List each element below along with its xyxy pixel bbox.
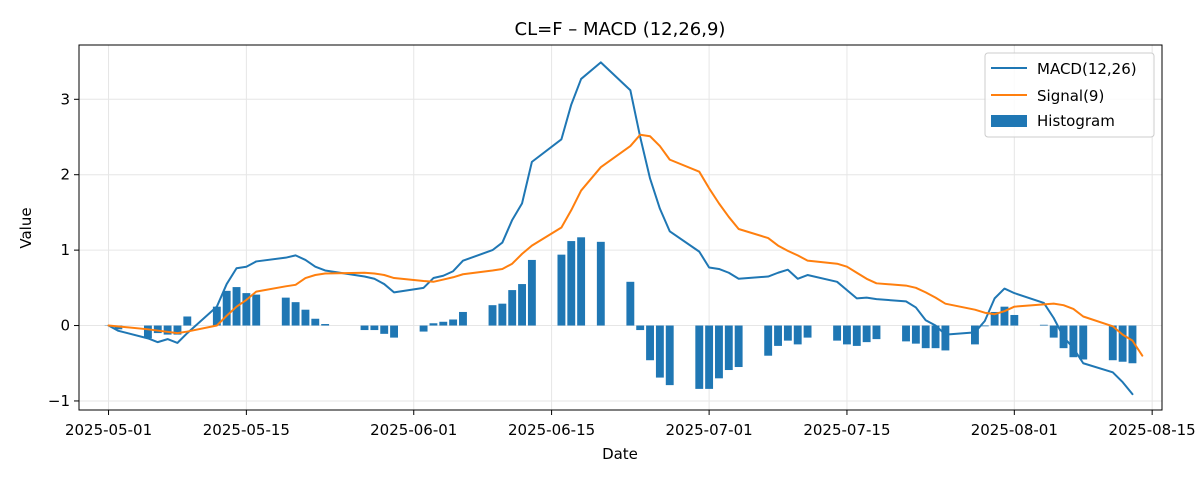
y-axis-ticks: −1 0 1 2 3: [48, 90, 79, 410]
histogram-bar: [843, 325, 851, 345]
histogram-bar: [1079, 325, 1088, 360]
legend-histogram-swatch: [991, 115, 1027, 127]
histogram-bar: [301, 309, 310, 326]
histogram-bar: [655, 325, 664, 378]
histogram-bar: [1000, 306, 1009, 326]
x-tick-label: 2025-07-15: [803, 421, 890, 439]
histogram-bar: [724, 325, 733, 371]
histogram-bar: [1039, 324, 1048, 326]
legend-macd-label: MACD(12,26): [1037, 60, 1137, 78]
histogram-bar: [311, 318, 320, 326]
y-tick-label: 2: [60, 166, 70, 184]
y-tick-label: 1: [60, 241, 70, 259]
histogram-bar: [1010, 314, 1019, 326]
x-tick-label: 2025-07-01: [666, 421, 753, 439]
x-tick-label: 2025-08-01: [971, 421, 1058, 439]
x-tick-label: 2025-06-01: [370, 421, 457, 439]
y-tick-label: 3: [60, 90, 70, 108]
histogram-bar: [1118, 325, 1127, 362]
chart-title: CL=F – MACD (12,26,9): [515, 19, 726, 40]
histogram-bar: [163, 325, 172, 335]
histogram-bar: [833, 325, 842, 341]
histogram-bar: [862, 325, 871, 343]
histogram-bar: [872, 325, 881, 340]
y-tick-label: 0: [60, 317, 70, 335]
histogram-bar: [941, 325, 950, 351]
histogram-bar: [508, 290, 517, 326]
y-axis-label: Value: [17, 207, 35, 248]
histogram-bar: [921, 325, 930, 349]
x-axis-ticks: 2025-05-01 2025-05-15 2025-06-01 2025-06-15…: [65, 410, 1196, 439]
x-tick-label: 2025-05-01: [65, 421, 152, 439]
signal-line: [107, 133, 1144, 357]
histogram-bar: [764, 325, 773, 356]
histogram-bar: [429, 323, 438, 326]
histogram-bar: [212, 306, 221, 326]
line-series: [107, 61, 1144, 396]
histogram-bar: [803, 325, 812, 338]
histogram-bar: [173, 325, 182, 335]
histogram-bar: [498, 303, 507, 326]
macd-line: [107, 61, 1134, 396]
histogram-bar: [715, 325, 723, 379]
histogram-bar: [370, 325, 379, 331]
x-tick-label: 2025-08-15: [1109, 421, 1196, 439]
histogram-bar: [596, 241, 605, 326]
histogram-bar: [222, 290, 231, 326]
histogram-bar: [734, 325, 743, 368]
histogram-bar: [390, 325, 398, 338]
histogram-bar: [527, 259, 536, 326]
histogram-bar: [291, 302, 300, 326]
legend: MACD(12,26) Signal(9) Histogram: [984, 52, 1155, 138]
histogram-bar: [360, 325, 369, 331]
histogram-bar: [242, 293, 251, 326]
histogram-bar: [793, 325, 802, 345]
legend-histogram-label: Histogram: [1037, 112, 1115, 130]
histogram-bar: [321, 324, 330, 326]
legend-frame: [984, 52, 1155, 138]
histogram-bar: [783, 325, 792, 341]
histogram-bar: [1108, 325, 1117, 361]
x-axis-label: Date: [602, 445, 638, 463]
histogram-bar: [980, 325, 989, 327]
histogram-bar: [439, 321, 448, 326]
histogram-bar: [695, 325, 704, 389]
histogram-bar: [577, 237, 586, 326]
histogram-bar: [1128, 325, 1137, 364]
histogram-bar: [183, 316, 192, 326]
histogram-bar: [705, 325, 714, 389]
histogram-bar: [990, 311, 999, 326]
histogram-bar: [1069, 325, 1078, 358]
histogram-bar: [911, 325, 920, 344]
histogram-bars: [104, 237, 1137, 389]
x-tick-label: 2025-06-15: [508, 421, 595, 439]
histogram-bar: [419, 325, 428, 332]
plot-frame: [78, 44, 1163, 411]
histogram-bar: [252, 294, 261, 326]
legend-signal-label: Signal(9): [1037, 87, 1104, 105]
histogram-bar: [626, 281, 635, 326]
histogram-bar: [557, 254, 566, 326]
histogram-bar: [774, 325, 782, 346]
histogram-bar: [459, 311, 467, 326]
histogram-bar: [971, 325, 979, 345]
histogram-bar: [380, 325, 389, 334]
histogram-bar: [281, 297, 290, 326]
histogram-bar: [567, 241, 576, 326]
histogram-bar: [852, 325, 861, 346]
histogram-bar: [449, 319, 458, 326]
histogram-bar: [488, 305, 497, 326]
x-tick-label: 2025-05-15: [203, 421, 290, 439]
histogram-bar: [931, 325, 940, 349]
histogram-bar: [518, 284, 526, 326]
histogram-bar: [902, 325, 910, 342]
histogram-bar: [1049, 325, 1058, 338]
histogram-bar: [636, 325, 645, 331]
histogram-bar: [665, 325, 674, 386]
histogram-bar: [143, 325, 152, 339]
histogram-bar: [646, 325, 654, 361]
histogram-bar: [153, 325, 162, 334]
y-tick-label: −1: [48, 392, 70, 410]
